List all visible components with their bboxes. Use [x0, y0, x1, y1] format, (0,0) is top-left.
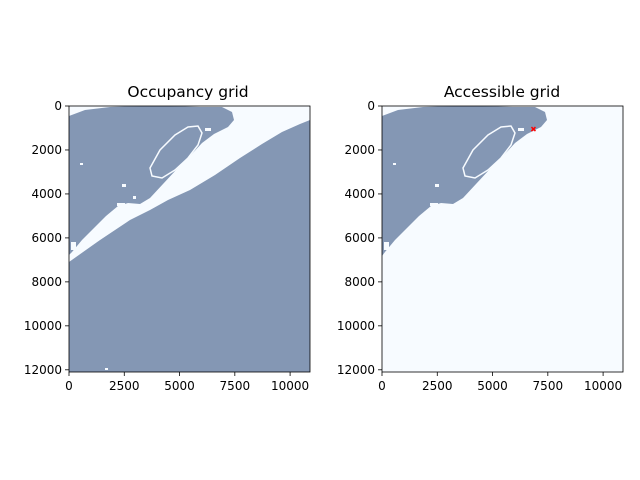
x-tick-label: 7500	[220, 379, 251, 393]
occupancy-breakwater-line	[68, 204, 151, 261]
x-tick-label: 10000	[584, 379, 622, 393]
accessible-speckles	[384, 128, 524, 250]
accessible-grid-title: Accessible grid	[444, 83, 560, 101]
y-tick-label: 2000	[344, 143, 375, 157]
occupancy-ticks: 0 2500 5000 7500 10000 0 2000 4000 6000 8000 10000…	[24, 99, 309, 393]
y-tick-label: 12000	[24, 363, 62, 377]
occupancy-grid-image	[68, 106, 310, 372]
occupancy-axes-frame	[68, 105, 311, 373]
y-tick-label: 4000	[344, 187, 375, 201]
accessible-grid-panel: Accessible grid 0 2500 5000 7500 10000 0 2000 4…	[337, 83, 624, 393]
x-tick-label: 7500	[533, 379, 564, 393]
occupancy-sand-strip	[140, 118, 290, 208]
start-point-marker	[530, 126, 536, 132]
y-tick-label: 12000	[337, 363, 375, 377]
y-tick-label: 0	[54, 99, 62, 113]
y-tick-label: 6000	[31, 231, 62, 245]
x-tick-label: 0	[378, 379, 386, 393]
y-tick-label: 10000	[337, 319, 375, 333]
y-tick-label: 0	[367, 99, 375, 113]
x-tick-label: 0	[65, 379, 73, 393]
y-tick-label: 10000	[24, 319, 62, 333]
x-tick-label: 5000	[164, 379, 195, 393]
occupancy-grid-title: Occupancy grid	[127, 83, 248, 101]
x-tick-label: 2500	[422, 379, 453, 393]
occupancy-speckles	[71, 128, 244, 370]
y-tick-label: 2000	[31, 143, 62, 157]
y-tick-label: 8000	[31, 275, 62, 289]
accessible-grid-image	[382, 106, 623, 372]
y-tick-label: 8000	[344, 275, 375, 289]
accessible-axes-frame	[381, 105, 624, 373]
occupancy-island-outline	[149, 125, 203, 179]
accessible-ticks: 0 2500 5000 7500 10000 0 2000 4000 6000 8000 10000…	[337, 99, 622, 393]
occupancy-land-top	[69, 106, 234, 255]
occupancy-grid-panel: Occupancy grid	[24, 83, 311, 393]
y-tick-label: 6000	[344, 231, 375, 245]
accessible-land-area	[382, 106, 547, 256]
accessible-island-outline	[462, 125, 516, 179]
x-tick-label: 2500	[109, 379, 140, 393]
x-tick-label: 5000	[477, 379, 508, 393]
marker-cross	[530, 126, 536, 132]
x-tick-label: 10000	[271, 379, 309, 393]
occupancy-land-main	[69, 120, 310, 372]
y-tick-label: 4000	[31, 187, 62, 201]
